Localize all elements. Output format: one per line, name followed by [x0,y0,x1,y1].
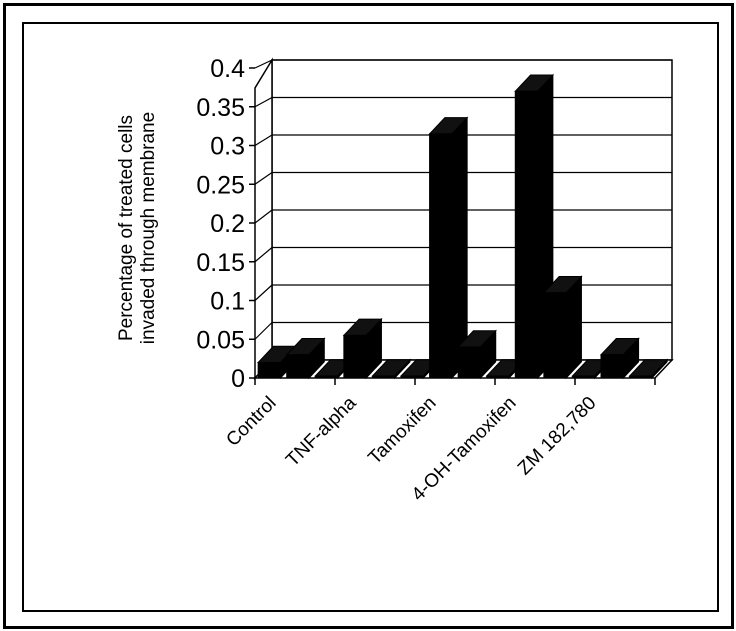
y-tick-label: 0.35 [196,94,245,122]
gridline-side [254,284,273,301]
y-tick-label: 0.25 [196,171,245,199]
y-axis-label-line-1: Percentage of treated cells [116,115,137,341]
x-category-label: TNF-alpha [282,392,361,471]
gridlines [254,59,672,340]
category-labels: Control TNF-alpha Tamoxifen4-OH-TamoxifenZ… [222,378,656,505]
gridline-side [254,247,273,263]
y-tick-label: 0.05 [196,326,245,354]
y-tick-label: 0.15 [196,249,245,277]
gridline-side [254,172,273,185]
y-tick-label: 0.3 [210,133,245,161]
bar [371,358,412,380]
y-tick-labels: 0 0.05 0.1 0.15 0.2 0.25 0.3 0.35 0.4 [196,55,255,393]
y-tick-label: 0.2 [210,210,245,238]
gridline-side [254,322,273,340]
bar [285,337,326,380]
y-tick-label: 0.4 [210,55,245,83]
y-tick-label: 0.1 [210,288,245,316]
gridline-side [254,59,273,69]
bar [599,337,640,380]
gridline-side [254,209,273,224]
bars [256,73,669,380]
bar [628,358,669,380]
x-category-label: ZM 182,780 [514,393,601,480]
gridline-side [254,96,273,108]
y-axis-label-line-2: invaded through membrane [138,112,159,344]
x-category-label: Control [222,393,280,451]
bar [342,317,383,380]
gridline-side [254,134,273,147]
bar [428,116,469,380]
bar [542,275,583,380]
x-category-label: Tamoxifen [364,393,440,469]
bar [456,329,497,380]
y-tick-label: 0 [231,365,245,393]
